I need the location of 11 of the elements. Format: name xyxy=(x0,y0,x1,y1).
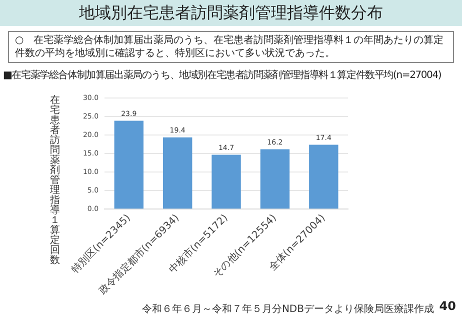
text: 令和６年６月～令和７年５月分NDBデータより保険局医療課作成 xyxy=(142,302,434,316)
chart-subtitle: ■在宅薬学総合体制加算届出薬局のうち、地域別在宅患者訪問薬剤管理指導料１算定件数平均(n=27004) xyxy=(3,70,442,82)
chart-title: 地域別在宅患者訪問薬剤管理指導件数分布 xyxy=(0,0,462,26)
bar xyxy=(212,154,241,209)
text: 40 xyxy=(439,299,456,313)
bar xyxy=(309,144,338,209)
bar xyxy=(260,149,290,209)
bar xyxy=(114,120,144,209)
text: 在宅患者訪問薬剤管理指導１算定回数 xyxy=(50,95,60,266)
text: ○ 在宅薬学総合体制加算届出薬局のうち、在宅患者訪問薬剤管理指導料１の年間あたりの算定件数の平均を地域別に確認すると、特別区において多い状況であった。 xyxy=(8,31,454,63)
bar xyxy=(162,137,192,209)
